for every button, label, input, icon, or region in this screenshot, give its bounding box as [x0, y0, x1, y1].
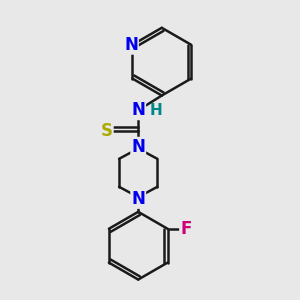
Text: N: N — [131, 138, 145, 156]
Text: F: F — [180, 220, 191, 238]
Text: N: N — [131, 190, 145, 208]
Text: H: H — [149, 103, 162, 118]
Text: S: S — [101, 122, 113, 140]
Text: N: N — [131, 101, 145, 119]
Text: N: N — [124, 36, 138, 54]
